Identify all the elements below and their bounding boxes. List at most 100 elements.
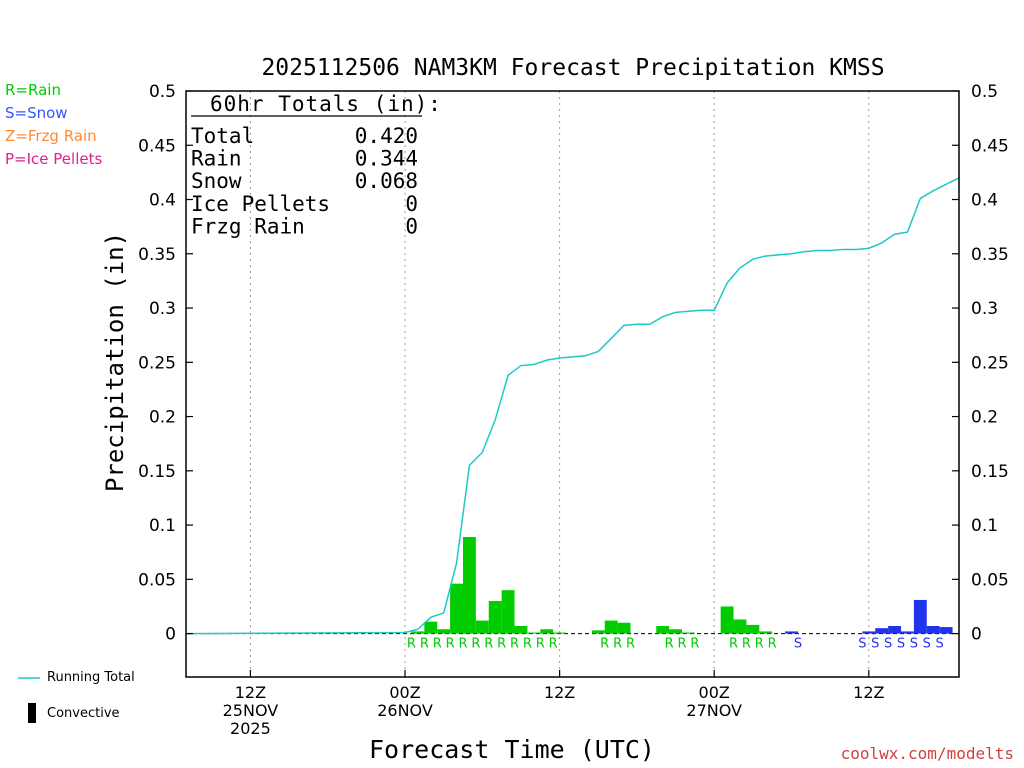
y-tick-label-left-0: 0	[165, 625, 176, 645]
precip-bar-17	[682, 632, 695, 634]
precip-type-label-19: R	[742, 637, 751, 652]
x-tick-label-0-0: 12Z	[235, 683, 266, 702]
y-tick-label-right-2: 0.1	[971, 516, 998, 536]
precip-type-label-0: R	[407, 637, 416, 652]
precip-bar-21	[759, 631, 773, 634]
precip-type-label-15: R	[665, 637, 674, 652]
precip-bar-8	[514, 626, 528, 634]
running-total-series	[185, 177, 960, 635]
running-total-legend-label: Running Total	[47, 670, 135, 685]
x-tick-label-1-1: 26NOV	[377, 701, 433, 720]
precip-type-label-10: R	[536, 637, 545, 652]
precip-bar-28	[926, 626, 940, 634]
precip-bar-10	[540, 629, 554, 634]
precip-type-label-18: R	[729, 637, 738, 652]
totals-row-label-2: Snow	[191, 169, 242, 193]
precip-type-label-8: R	[510, 637, 519, 652]
y-tick-label-left-1: 0.05	[138, 570, 176, 590]
convective-legend-label: Convective	[47, 706, 120, 721]
chart-title: 2025112506 NAM3KM Forecast Precipitation…	[261, 55, 884, 81]
precip-type-label-4: R	[458, 637, 467, 652]
precip-type-label-11: R	[549, 637, 558, 652]
precip-bar-6	[488, 601, 502, 634]
precip-type-legend-item-0: R=Rain	[5, 81, 61, 99]
precip-type-label-28: S	[923, 637, 931, 652]
y-tick-label-left-8: 0.4	[149, 191, 176, 211]
precip-type-label-22: S	[794, 637, 802, 652]
x-tick-label-2-0: 12Z	[544, 683, 575, 702]
precip-bar-1	[424, 621, 438, 634]
precip-bar-27	[913, 599, 927, 634]
y-tick-label-left-10: 0.5	[149, 82, 176, 102]
y-tick-label-right-6: 0.3	[971, 299, 998, 319]
precip-type-label-20: R	[755, 637, 764, 652]
y-tick-label-left-7: 0.35	[138, 245, 176, 265]
precip-type-label-16: R	[677, 637, 686, 652]
tick-labels: 0 00.05 0.050.1 0.10.15 0.150.2 0.20.25 0.250.…	[138, 82, 1009, 738]
totals-row-value-0: 0.420	[355, 124, 418, 148]
precip-type-label-26: S	[897, 637, 905, 652]
y-tick-label-right-7: 0.35	[971, 245, 1009, 265]
plot-frame	[185, 90, 960, 678]
precip-type-label-23: S	[858, 637, 866, 652]
precip-bar-29	[939, 627, 953, 634]
x-tick-label-1-0: 00Z	[389, 683, 420, 702]
precip-type-label-12: R	[600, 637, 609, 652]
totals-row-value-3: 0	[405, 192, 418, 216]
y-tick-label-right-9: 0.45	[971, 136, 1009, 156]
precip-type-label-5: R	[471, 637, 480, 652]
y-tick-label-right-0: 0	[971, 625, 982, 645]
axes	[185, 90, 960, 678]
precip-bar-5	[475, 620, 489, 634]
y-tick-label-left-4: 0.2	[149, 408, 176, 428]
x-tick-label-3-1: 27NOV	[686, 701, 742, 720]
precip-bar-15	[656, 626, 670, 634]
totals-row-value-1: 0.344	[355, 147, 418, 171]
totals-row-value-4: 0	[405, 214, 418, 238]
precip-bar-22	[785, 631, 798, 634]
x-tick-label-3-0: 00Z	[699, 683, 730, 702]
totals-row-label-1: Rain	[191, 147, 242, 171]
precip-bar-23	[862, 631, 876, 634]
y-tick-label-right-10: 0.5	[971, 82, 998, 102]
y-axis-label: Precipitation (in)	[101, 232, 129, 492]
y-tick-label-left-6: 0.3	[149, 299, 176, 319]
precip-type-label-6: R	[484, 637, 493, 652]
totals-box: 60hr Totals (in): Total 0.420 Rain 0.344 Snow…	[191, 92, 442, 238]
precip-type-label-13: R	[613, 637, 622, 652]
precip-type-label-27: S	[910, 637, 918, 652]
precip-type-label-17: R	[690, 637, 699, 652]
precip-bar-0	[411, 631, 425, 634]
precip-type-label-25: S	[884, 637, 892, 652]
precip-bar-20	[746, 624, 760, 634]
precip-type-label-24: S	[871, 637, 879, 652]
precip-bar-14	[617, 622, 631, 634]
y-tick-label-right-1: 0.05	[971, 570, 1009, 590]
x-tick-label-0-1: 25NOV	[223, 701, 279, 720]
running-total-line	[185, 177, 960, 635]
precip-bar-18	[720, 606, 734, 634]
y-tick-label-right-3: 0.15	[971, 462, 1009, 482]
y-tick-label-right-5: 0.25	[971, 353, 1009, 373]
totals-row-label-0: Total	[191, 124, 254, 148]
y-tick-label-left-3: 0.15	[138, 462, 176, 482]
totals-row-label-3: Ice Pellets	[191, 192, 330, 216]
precip-bar-19	[733, 619, 747, 634]
precip-bar-7	[501, 590, 515, 634]
convective-legend-swatch	[28, 703, 36, 723]
x-tick-label-0-2: 2025	[230, 719, 271, 738]
precip-type-label-14: R	[626, 637, 635, 652]
totals-heading: 60hr Totals (in):	[210, 92, 442, 116]
precip-type-label-9: R	[523, 637, 532, 652]
precip-type-label-21: R	[768, 637, 777, 652]
precip-bar-4	[462, 537, 476, 634]
y-tick-label-left-5: 0.25	[138, 353, 176, 373]
totals-row-label-4: Frzg Rain	[191, 214, 305, 238]
precip-type-label-3: R	[446, 637, 455, 652]
precip-type-label-1: R	[420, 637, 429, 652]
y-tick-label-left-9: 0.45	[138, 136, 176, 156]
precip-bar-2	[437, 629, 451, 634]
precip-type-label-29: S	[936, 637, 944, 652]
y-tick-label-left-2: 0.1	[149, 516, 176, 536]
